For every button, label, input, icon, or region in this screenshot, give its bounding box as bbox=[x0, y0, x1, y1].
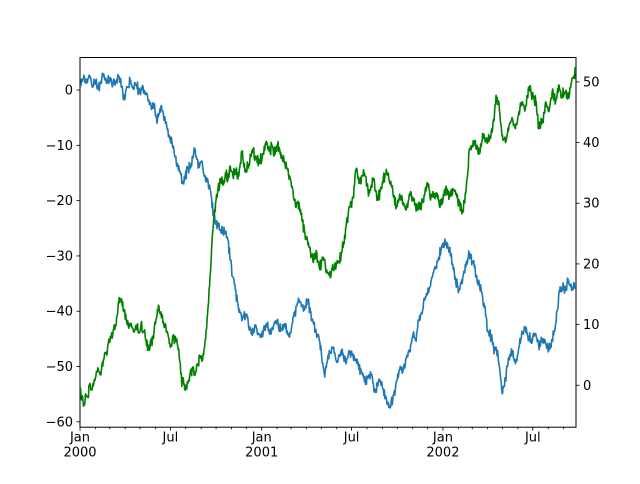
y-axis-right: 50 40 30 20 10 0 bbox=[576, 75, 600, 394]
y-right-tick-label: 20 bbox=[583, 257, 600, 272]
x-tick-year-label: 2001 bbox=[245, 446, 278, 461]
y-left-tick-label: 0 bbox=[65, 84, 73, 99]
y-left-tick-label: −20 bbox=[46, 194, 73, 209]
x-tick-year-label: 2000 bbox=[63, 446, 96, 461]
x-tick-label: Jan bbox=[69, 431, 90, 446]
x-tick-label: Jul bbox=[524, 431, 541, 446]
plot-area bbox=[79, 57, 577, 428]
green-series-line bbox=[80, 67, 576, 407]
y-right-tick-label: 10 bbox=[583, 318, 600, 333]
x-tick-label: Jul bbox=[343, 431, 360, 446]
y-left-tick-label: −30 bbox=[46, 249, 73, 264]
y-right-tick-label: 0 bbox=[583, 379, 591, 394]
x-tick-label: Jan bbox=[251, 431, 272, 446]
x-tick-year-label: 2002 bbox=[426, 446, 459, 461]
y-left-tick-label: −10 bbox=[46, 139, 73, 154]
x-tick-label: Jul bbox=[162, 431, 179, 446]
y-right-tick-label: 50 bbox=[583, 75, 600, 90]
y-axis-left: 0 −10 −20 −30 −40 −50 −60 bbox=[46, 84, 80, 430]
blue-series-line bbox=[80, 72, 576, 409]
y-left-tick-label: −40 bbox=[46, 305, 73, 320]
plot-spines bbox=[79, 57, 577, 428]
y-left-tick-label: −50 bbox=[46, 360, 73, 375]
x-tick-label: Jan bbox=[432, 431, 453, 446]
y-right-tick-label: 30 bbox=[583, 197, 600, 212]
y-left-tick-label: −60 bbox=[46, 415, 73, 430]
y-right-tick-label: 40 bbox=[583, 136, 600, 151]
series-layer bbox=[80, 67, 576, 409]
